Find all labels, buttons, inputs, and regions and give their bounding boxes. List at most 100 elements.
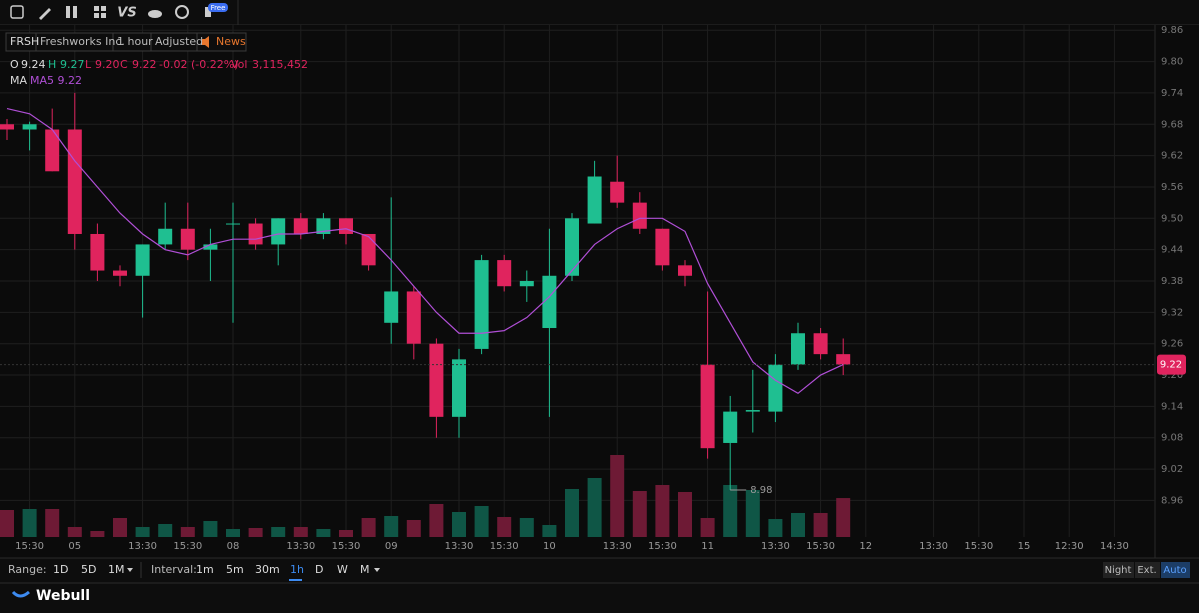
- candle-body: [655, 228, 670, 266]
- adjustment[interactable]: Adjusted: [155, 35, 203, 48]
- candle-body: [158, 228, 173, 245]
- candle-body: [316, 218, 331, 234]
- volume-bar: [203, 521, 218, 537]
- session-label: Ext.: [1137, 565, 1156, 576]
- interval[interactable]: 1 hour: [117, 35, 153, 48]
- x-tick-label: 05: [68, 541, 81, 552]
- candle-body: [180, 228, 195, 250]
- session-button[interactable]: [1135, 562, 1160, 578]
- target-icon[interactable]: [175, 5, 189, 19]
- candle-body: [293, 218, 308, 234]
- interval-option-active[interactable]: 1h: [290, 563, 304, 576]
- y-tick-label: 9.14: [1161, 401, 1183, 412]
- candle-body: [723, 411, 738, 443]
- y-tick-label: 9.56: [1161, 182, 1183, 193]
- candle-body: [813, 333, 828, 355]
- price-tag-text: 9.22: [1160, 360, 1182, 371]
- volume-bar: [248, 528, 263, 537]
- range-option[interactable]: 5D: [81, 563, 96, 576]
- candle-body: [745, 410, 760, 412]
- volume-bar: [745, 490, 760, 537]
- x-tick-label: 13:30: [128, 541, 157, 552]
- candle-body: [632, 202, 647, 229]
- session-label: Night: [1105, 565, 1132, 576]
- symbol: FRSH: [10, 35, 39, 48]
- volume-bar: [67, 527, 82, 537]
- pen-icon[interactable]: [39, 8, 51, 20]
- volume-bar: [226, 529, 240, 537]
- volume: 3,115,452: [252, 58, 308, 71]
- alert-icon[interactable]: [205, 7, 211, 17]
- brand-logo: [11, 590, 30, 598]
- session-button[interactable]: [1103, 562, 1134, 578]
- ma5: MA5 9.22: [30, 74, 82, 87]
- free-badge: [208, 3, 228, 12]
- x-tick-label: 13:30: [919, 541, 948, 552]
- grid-icon[interactable]: [94, 6, 99, 11]
- candle-body: [67, 129, 82, 234]
- y-tick-label: 9.74: [1161, 88, 1183, 99]
- x-tick-label: 12:30: [1055, 541, 1084, 552]
- volume-bar: [384, 516, 399, 537]
- change: -0.02 (-0.22%): [159, 58, 238, 71]
- volume-bar: [293, 527, 308, 537]
- volume-bar: [90, 531, 105, 537]
- y-tick-label: 9.38: [1161, 276, 1183, 287]
- candle-body: [429, 343, 444, 417]
- candle-body: [565, 218, 579, 276]
- x-tick-label: 08: [227, 541, 240, 552]
- interval-option[interactable]: W: [337, 563, 348, 576]
- candle-body: [22, 124, 37, 130]
- grid-icon: [94, 13, 99, 18]
- candle-body: [791, 333, 805, 365]
- candle-body: [542, 275, 557, 329]
- volume-bar: [45, 509, 60, 537]
- candle-icon[interactable]: [66, 6, 70, 18]
- y-tick-label: 9.32: [1161, 307, 1183, 318]
- candle-icon: [73, 6, 77, 18]
- range-label: Range:: [8, 563, 47, 576]
- candle-body: [384, 291, 399, 323]
- candle-body: [406, 291, 421, 344]
- volume-bar: [813, 513, 828, 537]
- y-tick-label: 9.80: [1161, 57, 1183, 68]
- compare-button[interactable]: VS: [117, 6, 136, 21]
- candle-body: [836, 354, 851, 365]
- volume-bar: [339, 530, 353, 537]
- y-tick-label: 9.68: [1161, 119, 1183, 130]
- range-option[interactable]: 1M: [108, 563, 125, 576]
- y-tick-label: 9.86: [1161, 25, 1183, 36]
- news[interactable]: News: [216, 35, 246, 48]
- volume-bar: [655, 485, 670, 537]
- volume-bar: [406, 520, 421, 537]
- interval-option[interactable]: 1m: [196, 563, 214, 576]
- x-tick-label: 13:30: [761, 541, 790, 552]
- interval-label: Interval:: [151, 563, 197, 576]
- candle-body: [0, 124, 14, 130]
- toolbar: VS Free: [10, 0, 239, 25]
- cloud-icon[interactable]: [148, 10, 162, 18]
- interval-option[interactable]: 5m: [226, 563, 244, 576]
- candle-body: [452, 359, 466, 417]
- volume-bar: [632, 491, 647, 537]
- interval-option[interactable]: M: [360, 563, 370, 576]
- interval-option[interactable]: 30m: [255, 563, 280, 576]
- open-label: O: [10, 58, 19, 71]
- session-button-active[interactable]: [1161, 562, 1190, 578]
- chart-icon[interactable]: [10, 5, 24, 19]
- price-tag: [1157, 354, 1186, 375]
- volume-bar: [0, 510, 14, 537]
- x-tick-label: 15:30: [806, 541, 835, 552]
- symbol-header: FRSH Freshworks Inc. 1 hour Adjusted New…: [5, 32, 247, 52]
- volume-bar: [678, 492, 692, 537]
- candle-body: [678, 265, 692, 276]
- low-marker-label: 8.98: [750, 485, 772, 496]
- volume-bar: [158, 524, 173, 537]
- company-name: Freshworks Inc.: [40, 35, 125, 48]
- dropdown-arrow: [374, 568, 380, 572]
- plot: 9.86 9.80 9.74 9.68 9.62 9.56 9.50 9.44 9.38 9.32…: [0, 25, 1199, 558]
- range-option[interactable]: 1D: [53, 563, 68, 576]
- volume-bar: [22, 509, 37, 537]
- interval-option[interactable]: D: [315, 563, 323, 576]
